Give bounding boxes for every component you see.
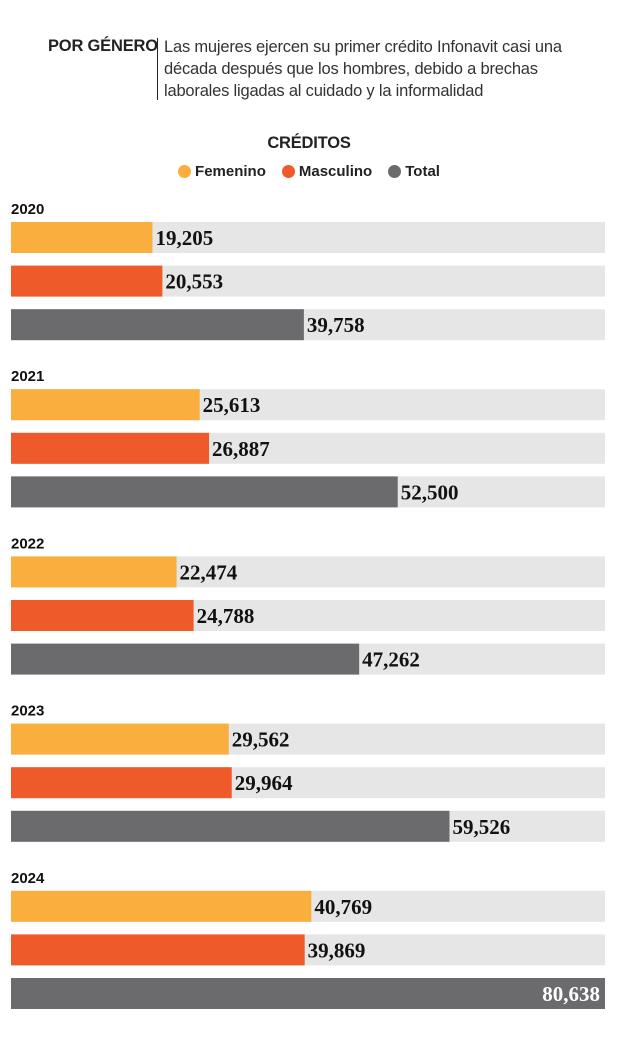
year-label-2021: 2021 bbox=[11, 368, 44, 385]
legend-label-femenino: Femenino bbox=[195, 163, 266, 180]
bar-masculino-2022 bbox=[11, 600, 194, 631]
data-label-masculino-2023: 29,964 bbox=[235, 771, 293, 795]
data-label-masculino-2021: 26,887 bbox=[212, 437, 270, 461]
data-label-total-2022: 47,262 bbox=[362, 648, 420, 672]
legend-dot-total bbox=[388, 165, 402, 178]
bar-femenino-2024 bbox=[11, 890, 312, 922]
bar-femenino-2020 bbox=[11, 222, 153, 253]
data-label-masculino-2024: 39,869 bbox=[308, 938, 366, 962]
bar-total-2021 bbox=[11, 476, 398, 508]
data-label-masculino-2022: 24,788 bbox=[197, 604, 255, 628]
data-label-masculino-2020: 20,553 bbox=[165, 270, 223, 294]
chart-title: CRÉDITOS bbox=[267, 134, 351, 152]
data-label-femenino-2020: 19,205 bbox=[155, 226, 213, 250]
bar-masculino-2021 bbox=[11, 432, 210, 464]
data-label-total-2023: 59,526 bbox=[452, 815, 510, 839]
bar-masculino-2020 bbox=[11, 265, 163, 297]
data-label-total-2021: 52,500 bbox=[401, 480, 459, 504]
bar-total-2023 bbox=[11, 810, 450, 842]
year-label-2022: 2022 bbox=[11, 535, 44, 552]
data-label-femenino-2021: 25,613 bbox=[203, 393, 261, 417]
bar-femenino-2022 bbox=[11, 556, 177, 588]
data-label-femenino-2022: 22,474 bbox=[180, 560, 238, 584]
bar-total-2020 bbox=[11, 309, 304, 341]
bar-masculino-2023 bbox=[11, 767, 232, 799]
data-label-femenino-2024: 40,769 bbox=[314, 895, 372, 919]
data-label-femenino-2023: 29,562 bbox=[232, 728, 290, 752]
header-description: Las mujeres ejercen su primer crédito In… bbox=[164, 38, 562, 100]
legend-item-total: Total bbox=[388, 163, 440, 180]
data-label-total-2020: 39,758 bbox=[307, 313, 365, 337]
legend-label-masculino: Masculino bbox=[298, 163, 373, 180]
year-label-2023: 2023 bbox=[11, 703, 44, 720]
section-label: POR GÉNERO bbox=[48, 37, 158, 55]
legend: Femenino Masculino Total bbox=[0, 163, 618, 180]
legend-item-femenino: Femenino bbox=[178, 163, 266, 180]
legend-item-masculino: Masculino bbox=[281, 163, 373, 180]
bar-femenino-2023 bbox=[11, 723, 229, 755]
year-label-2024: 2024 bbox=[11, 870, 45, 887]
data-label-total-2024: 80,638 bbox=[542, 982, 600, 1006]
bar-total-2024 bbox=[11, 978, 605, 1009]
year-label-2020: 2020 bbox=[11, 201, 44, 218]
header: POR GÉNERO Las mujeres ejercen su primer… bbox=[0, 34, 618, 104]
legend-dot-femenino bbox=[178, 165, 192, 178]
legend-dot-masculino bbox=[281, 165, 295, 178]
bar-masculino-2024 bbox=[11, 934, 305, 966]
bar-femenino-2021 bbox=[11, 389, 200, 421]
bar-total-2022 bbox=[11, 643, 360, 675]
legend-label-total: Total bbox=[405, 163, 440, 180]
header-divider bbox=[157, 38, 158, 100]
